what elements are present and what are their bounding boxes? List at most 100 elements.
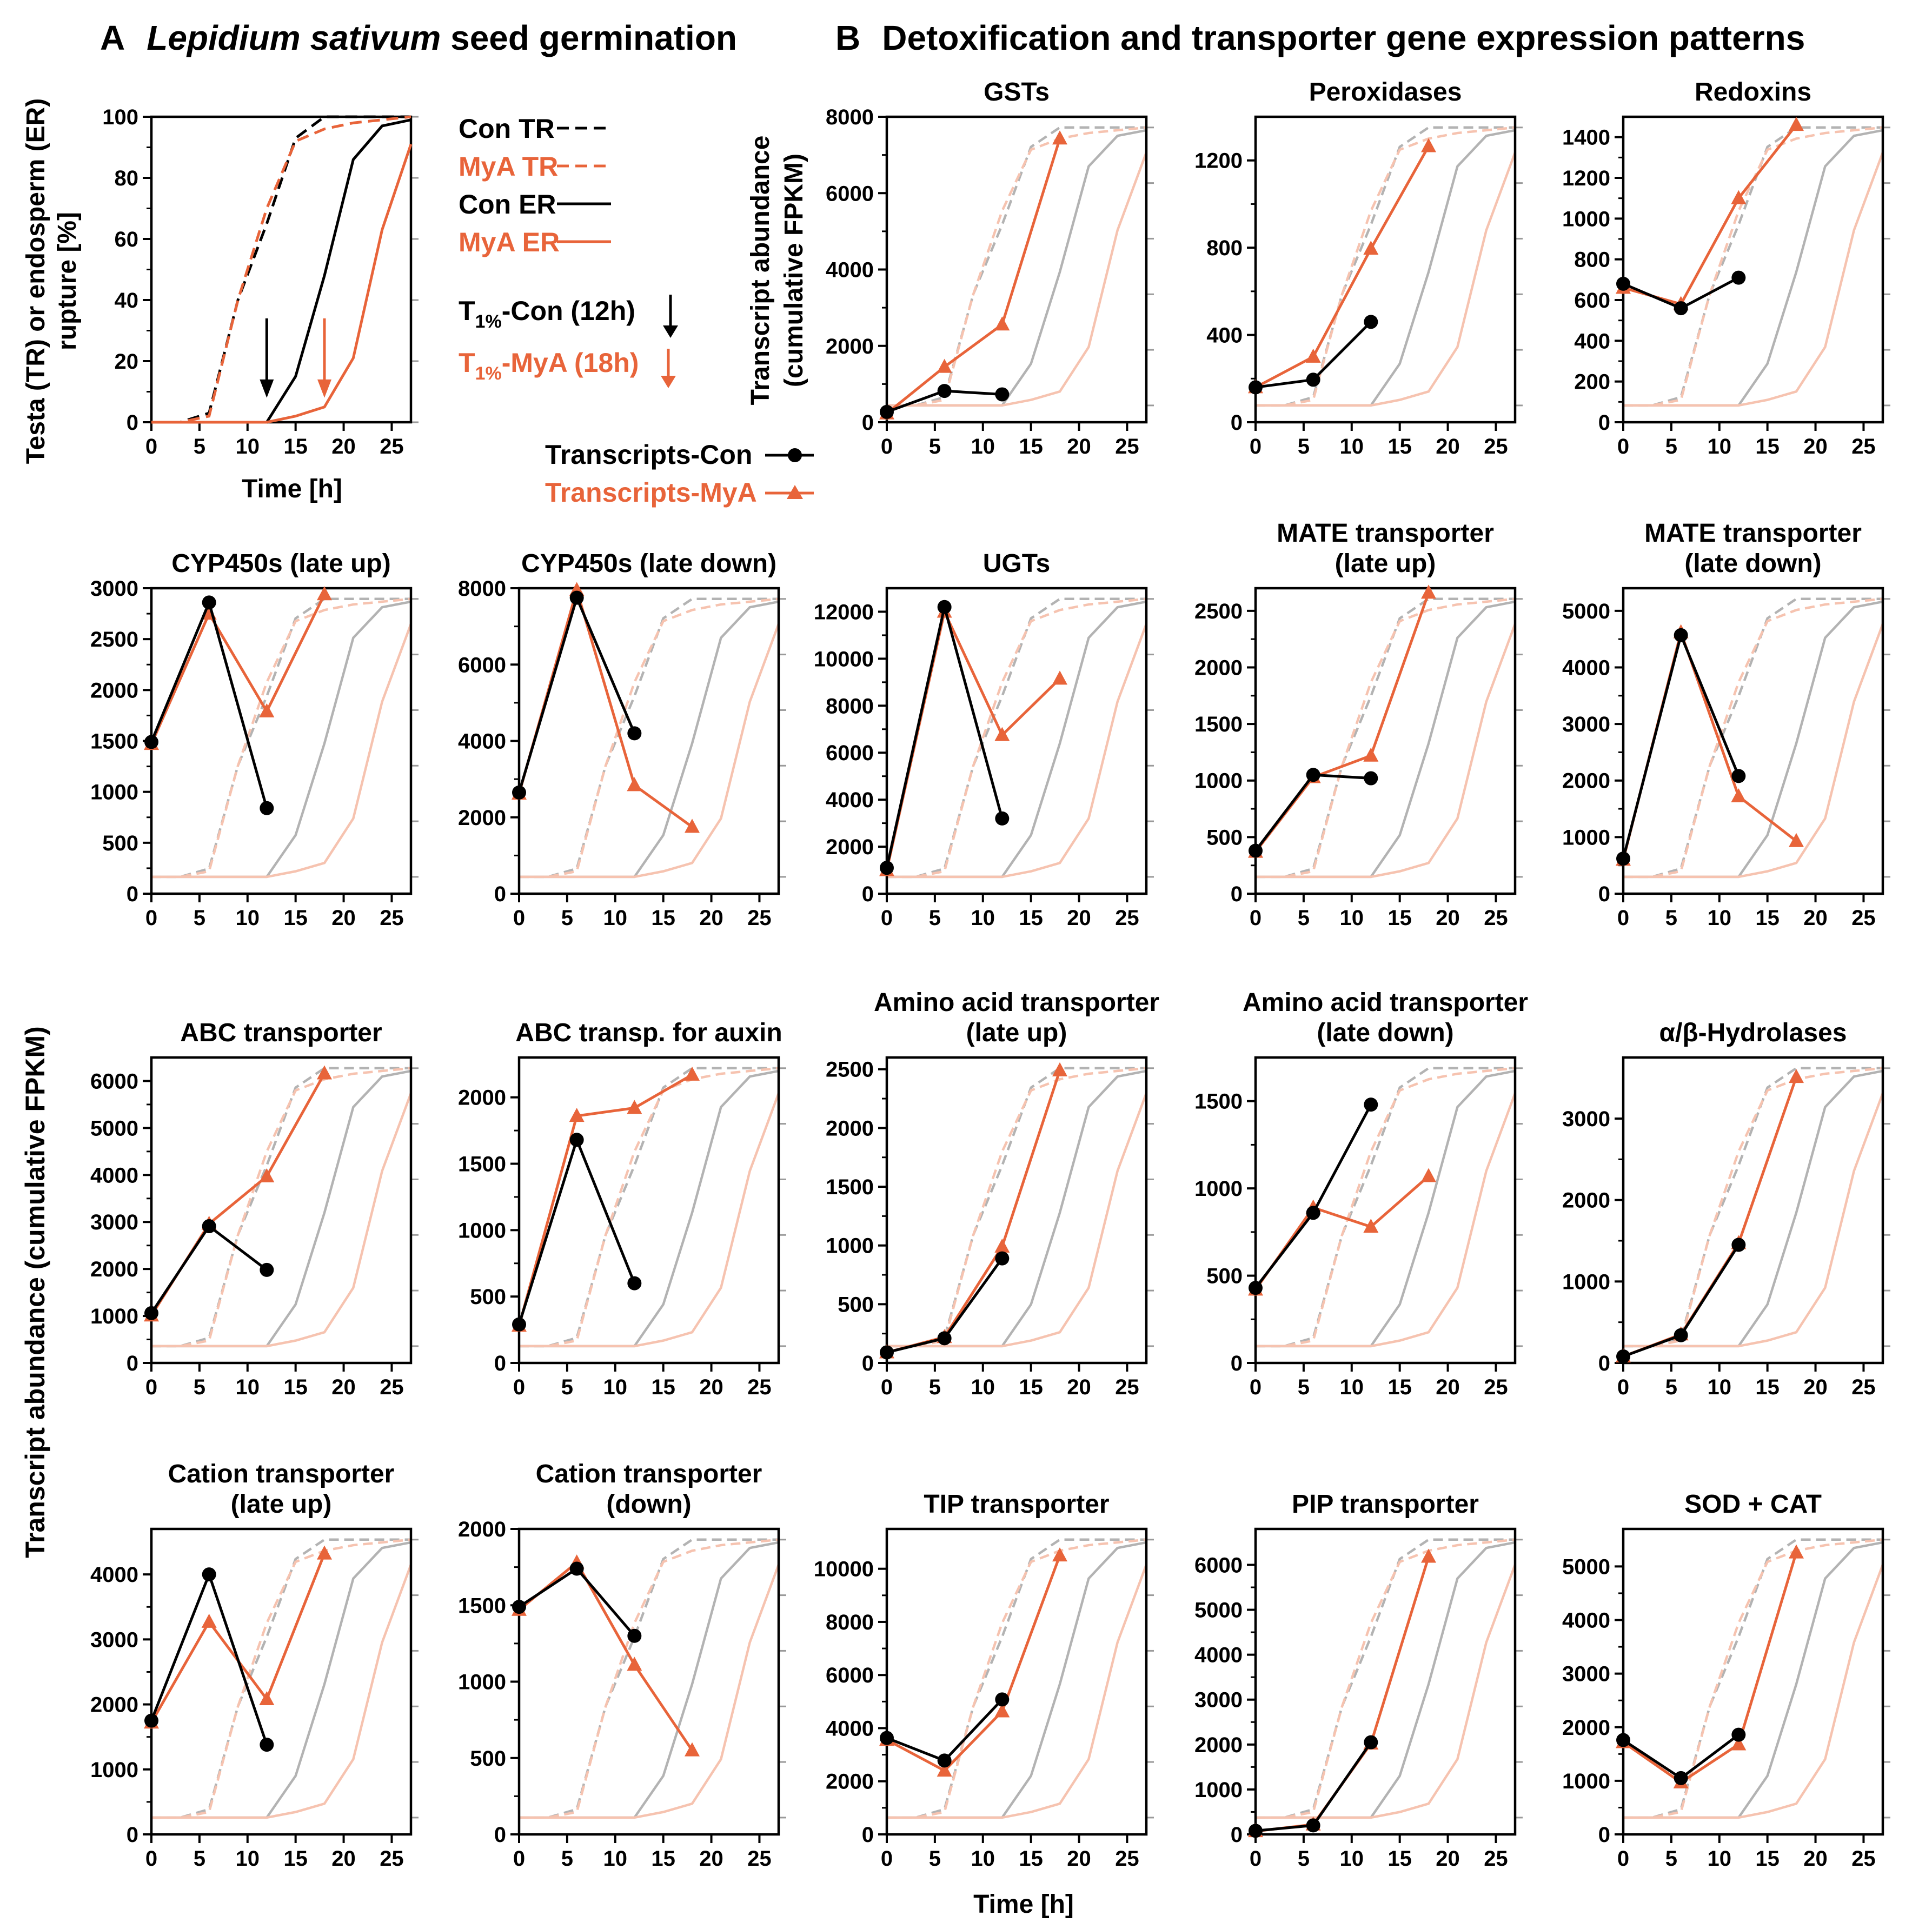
chart-germination: 0 5 10 15 20 25 0 20 40 60 80 100 bbox=[102, 105, 419, 458]
series-con-tr bbox=[151, 115, 411, 424]
germination-background bbox=[1256, 1067, 1523, 1348]
series-transcripts-con bbox=[144, 595, 274, 815]
x-tick-label: 25 bbox=[380, 435, 404, 458]
chart-gsts: GSTs 0 5 10 15 20 25 0 2000 4000 6000 8000 bbox=[826, 78, 1154, 458]
y-tick-label: 500 bbox=[102, 832, 138, 855]
x-tick-label: 15 bbox=[1019, 906, 1043, 930]
y-tick-label: 4000 bbox=[1562, 656, 1610, 680]
y-tick-label: 0 bbox=[862, 1823, 874, 1847]
background-curve-con-tr bbox=[519, 1538, 779, 1819]
marker-mya-point bbox=[317, 1065, 332, 1080]
x-tick-label: 5 bbox=[1665, 906, 1677, 930]
x-tick-label: 5 bbox=[194, 435, 205, 458]
background-curve-con-tr bbox=[1256, 1538, 1515, 1819]
y-tick-label: 1000 bbox=[1194, 769, 1243, 793]
marker-con-point bbox=[1731, 769, 1746, 783]
y-tick-label: 4000 bbox=[1194, 1644, 1243, 1667]
line-transcripts-mya bbox=[150, 594, 326, 745]
series-transcripts-mya bbox=[1248, 138, 1436, 394]
marker-con-point bbox=[1616, 852, 1630, 866]
marker-con-point bbox=[144, 1306, 158, 1320]
marker-con-point bbox=[995, 811, 1010, 826]
line-transcripts-mya bbox=[1622, 1552, 1798, 1784]
line-transcripts-mya bbox=[886, 1070, 1061, 1354]
marker-con-point bbox=[995, 1251, 1010, 1266]
chart-redoxins: Redoxins 0 5 10 15 20 25 0 200 400 600 800 1000 1200 1… bbox=[1562, 78, 1890, 458]
marker-con-point bbox=[880, 1731, 894, 1745]
x-tick-label: 0 bbox=[513, 906, 525, 930]
marker-con-point bbox=[1249, 1281, 1263, 1295]
x-tick-label: 10 bbox=[971, 906, 995, 930]
marker-con-point bbox=[144, 735, 158, 749]
panel-a-xlabel: Time [h] bbox=[242, 475, 342, 503]
marker-mya-point bbox=[1789, 1544, 1804, 1559]
x-tick-label: 0 bbox=[881, 1375, 893, 1399]
x-tick-label: 20 bbox=[1436, 906, 1460, 930]
background-curve-con-tr bbox=[1256, 126, 1515, 407]
marker-mya-point bbox=[1052, 670, 1067, 685]
series-transcripts-mya bbox=[1248, 1548, 1436, 1838]
germination-background bbox=[1256, 126, 1523, 407]
germination-background bbox=[887, 126, 1154, 407]
background-curve-mya-tr bbox=[887, 1538, 1147, 1819]
x-tick-label: 5 bbox=[1298, 1847, 1310, 1871]
marker-con-point bbox=[995, 387, 1010, 402]
chart-title: (late down) bbox=[1684, 549, 1821, 578]
background-curve-con-tr bbox=[1623, 126, 1883, 407]
marker-mya-point bbox=[685, 1066, 700, 1081]
y-tick-label: 2000 bbox=[1562, 1189, 1610, 1213]
germination-background bbox=[1623, 597, 1890, 879]
marker-con-point bbox=[1731, 1727, 1746, 1742]
y-tick-label: 0 bbox=[1598, 882, 1610, 906]
x-tick-label: 15 bbox=[283, 906, 308, 930]
marker-con-point bbox=[995, 1692, 1010, 1707]
x-tick-label: 5 bbox=[929, 435, 941, 458]
background-curve-mya-er bbox=[1623, 1564, 1884, 1819]
x-tick-label: 15 bbox=[651, 1375, 675, 1399]
marker-con-point bbox=[1731, 270, 1746, 285]
background-curve-con-tr bbox=[519, 1067, 779, 1348]
x-tick-label: 10 bbox=[236, 1375, 260, 1399]
chart-title: CYP450s (late up) bbox=[171, 549, 390, 578]
y-tick-label: 0 bbox=[494, 1823, 506, 1847]
y-tick-label: 2000 bbox=[1562, 769, 1610, 793]
legend-t1-con-sub: 1% bbox=[475, 311, 502, 332]
x-tick-label: 20 bbox=[1436, 1375, 1460, 1399]
series-transcripts-mya bbox=[1616, 624, 1804, 866]
chart-mate_down: MATE transporter(late down) 0 5 10 15 20 25 0 10… bbox=[1562, 519, 1890, 930]
series-transcripts-mya bbox=[1616, 117, 1804, 310]
marker-mya-point bbox=[1363, 747, 1379, 762]
background-curve-mya-tr bbox=[1623, 1538, 1883, 1819]
x-tick-label: 10 bbox=[1340, 1847, 1364, 1871]
plot-frame bbox=[150, 1527, 413, 1836]
legend-con-er: Con ER bbox=[459, 189, 556, 219]
y-tick-label: 1000 bbox=[1562, 1270, 1610, 1294]
plot-frame bbox=[885, 1056, 1148, 1365]
x-tick-label: 15 bbox=[1755, 906, 1780, 930]
chart-peroxidases: Peroxidases 0 5 10 15 20 25 0 400 800 1200 bbox=[1194, 78, 1523, 458]
panel-b-letter: B bbox=[835, 18, 860, 57]
chart-title: PIP transporter bbox=[1292, 1490, 1479, 1519]
t1-arrowhead-0 bbox=[260, 379, 274, 398]
background-curve-con-tr bbox=[887, 1538, 1146, 1819]
x-tick-label: 0 bbox=[1617, 1375, 1629, 1399]
marker-mya-point bbox=[937, 1762, 952, 1777]
marker-mya-point bbox=[685, 819, 700, 833]
x-tick-label: 25 bbox=[380, 906, 404, 930]
plot-frame bbox=[1254, 587, 1517, 895]
y-tick-label: 0 bbox=[1231, 1823, 1243, 1847]
x-tick-label: 15 bbox=[651, 906, 675, 930]
background-curve-con-tr bbox=[151, 1067, 411, 1348]
panel-a-title-rest: seed germination bbox=[441, 18, 737, 57]
series-mya-tr bbox=[151, 115, 411, 424]
x-tick-label: 15 bbox=[1387, 1375, 1412, 1399]
x-tick-label: 15 bbox=[651, 1847, 675, 1871]
marker-mya-point bbox=[317, 586, 332, 601]
marker-mya-point bbox=[1731, 1736, 1747, 1751]
y-tick-label: 0 bbox=[862, 411, 874, 435]
x-tick-label: 0 bbox=[145, 435, 157, 458]
background-curve-con-tr bbox=[151, 1538, 411, 1819]
y-tick-label: 3000 bbox=[1562, 713, 1610, 736]
x-tick-label: 10 bbox=[1340, 906, 1364, 930]
background-curve-mya-er bbox=[887, 1093, 1148, 1348]
